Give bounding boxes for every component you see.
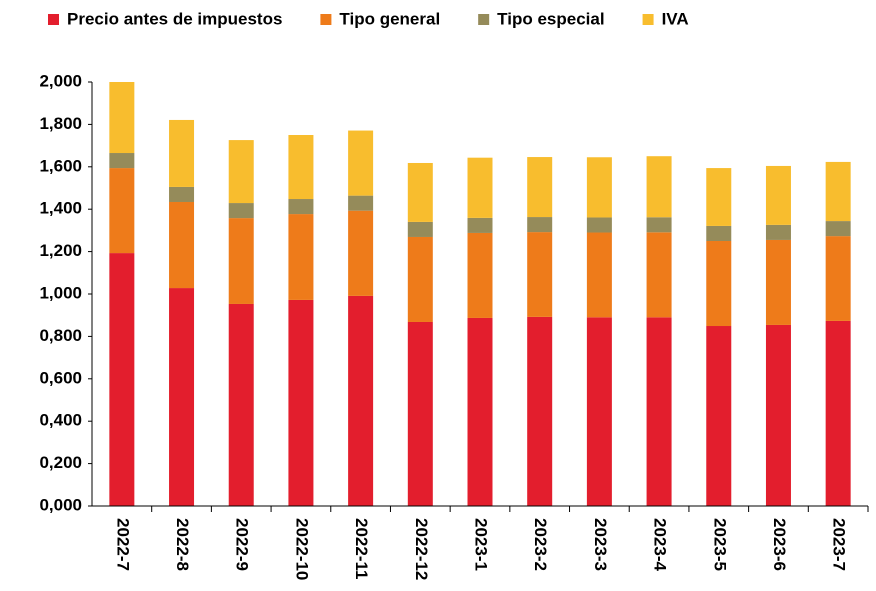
- y-tick-label: 0,000: [39, 495, 82, 514]
- bar-segment: [348, 295, 374, 506]
- bar-segment: [765, 165, 791, 225]
- bar-segment: [586, 317, 612, 506]
- bar-segment: [765, 224, 791, 240]
- bar-segment: [288, 199, 314, 215]
- legend-swatch: [320, 14, 332, 25]
- bar-segment: [825, 161, 851, 222]
- y-tick-label: 1,600: [39, 156, 82, 175]
- x-tick-label: 2023-1: [472, 518, 491, 571]
- bar-segment: [288, 299, 314, 506]
- x-tick-label: 2022-11: [352, 518, 371, 579]
- legend-label: Tipo general: [339, 9, 440, 28]
- y-tick-label: 0,600: [39, 368, 82, 387]
- bar-segment: [109, 253, 135, 506]
- legend-swatch: [48, 14, 59, 25]
- legend-label: Precio antes de impuestos: [67, 9, 282, 28]
- bar-segment: [825, 236, 851, 321]
- legend-swatch: [642, 14, 654, 25]
- bar-segment: [586, 157, 612, 218]
- bar-segment: [646, 232, 672, 318]
- bar-segment: [586, 232, 612, 318]
- y-tick-label: 1,000: [39, 283, 82, 302]
- bar-segment: [228, 203, 254, 219]
- bar-segment: [407, 162, 433, 222]
- bar-segment: [169, 119, 195, 187]
- bar-segment: [527, 157, 553, 218]
- bar-segment: [407, 321, 433, 506]
- bar-segment: [109, 153, 135, 169]
- bar-segment: [407, 221, 433, 237]
- y-tick-label: 0,400: [39, 411, 82, 430]
- bar-segment: [169, 288, 195, 506]
- y-tick-label: 1,400: [39, 199, 82, 218]
- bar-segment: [825, 320, 851, 506]
- legend-swatch: [478, 14, 490, 25]
- bar-segment: [228, 303, 254, 506]
- bar-segment: [765, 324, 791, 506]
- y-tick-label: 0,200: [39, 453, 82, 472]
- bar-segment: [288, 214, 314, 300]
- x-tick-label: 2022-8: [173, 518, 192, 571]
- x-tick-label: 2023-2: [531, 518, 550, 571]
- bar-segment: [467, 232, 493, 318]
- bar-segment: [348, 210, 374, 296]
- bar-segment: [527, 316, 553, 506]
- bar-segment: [288, 135, 314, 200]
- bar-segment: [109, 82, 135, 154]
- bar-segment: [825, 221, 851, 237]
- bar-segment: [228, 140, 254, 204]
- bar-segment: [169, 201, 195, 289]
- x-tick-label: 2023-7: [830, 518, 849, 571]
- y-tick-label: 1,800: [39, 114, 82, 133]
- bar-segment: [586, 217, 612, 233]
- x-tick-label: 2023-3: [591, 518, 610, 571]
- x-tick-label: 2022-7: [113, 518, 132, 571]
- bar-segment: [228, 218, 254, 304]
- x-tick-label: 2023-4: [651, 518, 670, 571]
- bar-segment: [646, 156, 672, 218]
- bar-segment: [467, 317, 493, 506]
- legend-label: Tipo especial: [497, 9, 604, 28]
- bar-segment: [706, 241, 732, 327]
- x-tick-label: 2022-9: [233, 518, 252, 571]
- bar-segment: [706, 168, 732, 226]
- bar-segment: [646, 317, 672, 506]
- y-tick-label: 0,800: [39, 326, 82, 345]
- x-tick-label: 2022-12: [412, 518, 431, 580]
- bar-segment: [109, 168, 135, 254]
- x-tick-label: 2023-6: [770, 518, 789, 571]
- bar-segment: [646, 217, 672, 233]
- bar-segment: [467, 157, 493, 218]
- bar-segment: [467, 217, 493, 233]
- y-tick-label: 2,000: [39, 71, 82, 90]
- bar-segment: [169, 186, 195, 202]
- bar-segment: [706, 225, 732, 241]
- legend-label: IVA: [662, 9, 689, 28]
- bar-segment: [407, 236, 433, 322]
- bar-segment: [765, 239, 791, 325]
- x-tick-label: 2022-10: [292, 518, 311, 580]
- x-tick-label: 2023-5: [710, 518, 729, 571]
- bar-segment: [348, 195, 374, 211]
- y-tick-label: 1,200: [39, 241, 82, 260]
- bar-segment: [527, 232, 553, 317]
- bar-segment: [348, 130, 374, 196]
- bar-segment: [527, 217, 553, 233]
- bar-segment: [706, 326, 732, 506]
